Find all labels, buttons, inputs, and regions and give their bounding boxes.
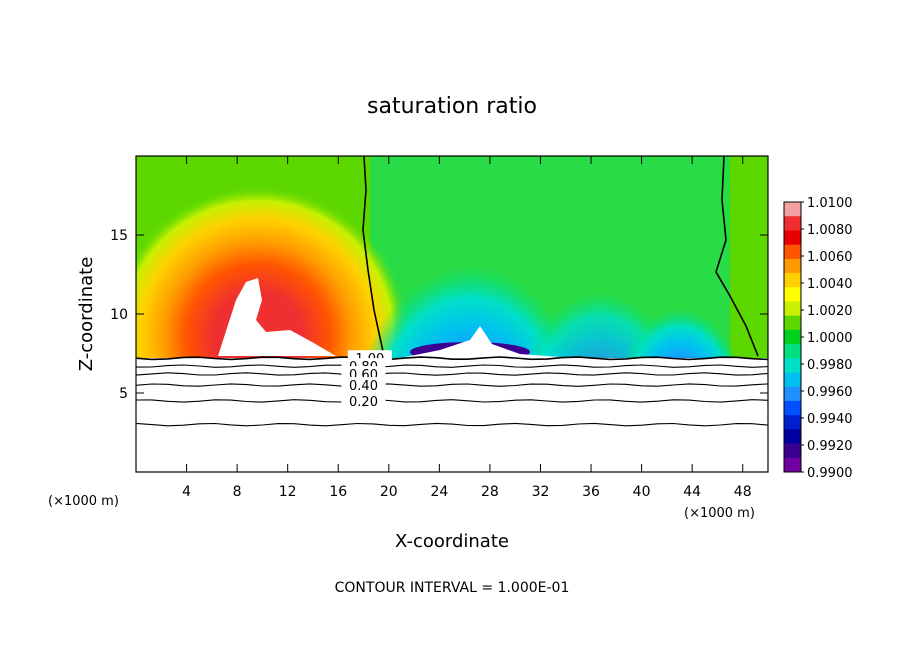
y-tick-label-1: 10 [110, 307, 128, 323]
contour-1-line-right [715, 156, 759, 357]
x-tick-label-10: 44 [683, 484, 701, 500]
contour-line-2 [135, 372, 769, 376]
contour-label-bg-2 [341, 366, 386, 381]
colorbar-label-7: 0.9960 [807, 385, 853, 400]
x-tick-label-9: 40 [633, 484, 651, 500]
masked-region-2 [400, 326, 560, 362]
colorbar-swatch-13 [784, 386, 801, 402]
colorbar-swatch-4 [784, 258, 801, 274]
x-tick-label-8: 36 [582, 484, 600, 500]
x-tick-label-4: 20 [380, 484, 398, 500]
colorbar-swatch-16 [784, 429, 801, 445]
contour-label-bg-3 [341, 377, 386, 392]
contour-label-bg-4 [341, 392, 386, 407]
x-unit-left: (×1000 m) [48, 494, 119, 509]
y-tick-label-0: 5 [119, 386, 128, 402]
y-tick-label-2: 15 [110, 228, 128, 244]
plot-area [136, 156, 768, 472]
contour-1-line-left [362, 156, 385, 357]
colorbar: 1.0100 1.0080 1.0060 1.0040 1.0020 1.0000 0.99… [783, 196, 853, 481]
contour-label-3: 0.40 [349, 379, 378, 394]
colorbar-swatch-1 [784, 216, 801, 231]
y-axis: 5 10 15 [110, 228, 768, 402]
x-tick-label-1: 8 [233, 484, 242, 500]
x-tick-label-3: 16 [329, 484, 347, 500]
colorbar-label-1: 1.0080 [807, 223, 853, 238]
contour-line-4 [135, 399, 769, 403]
colorbar-label-2: 1.0060 [807, 250, 853, 265]
chart-title: saturation ratio [367, 94, 537, 119]
contour-line-5 [135, 422, 769, 427]
contour-label-4: 0.20 [349, 395, 378, 410]
contour-line-0 [135, 356, 769, 361]
colorbar-swatch-0 [784, 202, 801, 217]
colorbar-label-4: 1.0020 [807, 304, 853, 319]
x-tick-label-7: 32 [532, 484, 550, 500]
colorbar-swatch-3 [784, 244, 801, 260]
lower-domain [136, 358, 768, 472]
contour-line-1 [135, 364, 769, 368]
colorbar-label-8: 0.9940 [807, 412, 853, 427]
x-tick-label-0: 4 [182, 484, 191, 500]
colorbar-label-10: 0.9900 [807, 466, 853, 481]
colorbar-swatch-17 [784, 443, 801, 459]
colorbar-swatch-11 [784, 358, 801, 374]
colorbar-label-6: 0.9980 [807, 358, 853, 373]
colorbar-label-9: 0.9920 [807, 439, 853, 454]
x-unit-right: (×1000 m) [684, 506, 755, 521]
colorbar-swatch-10 [784, 344, 801, 359]
colorbar-swatch-7 [784, 301, 801, 317]
contour-lines: 1.000.800.600.400.20 [135, 350, 769, 427]
x-tick-label-11: 48 [734, 484, 752, 500]
y-axis-label: Z-coordinate [76, 257, 97, 372]
contour-interval-note: CONTOUR INTERVAL = 1.000E-01 [335, 580, 570, 596]
x-axis: 4 8 12 16 20 24 28 32 36 40 44 48 [182, 156, 752, 500]
x-tick-label-2: 12 [279, 484, 297, 500]
colorbar-label-0: 1.0100 [807, 196, 853, 211]
colorbar-swatch-6 [784, 287, 801, 302]
colorbar-swatch-8 [784, 315, 801, 331]
colorbar-swatch-18 [784, 457, 801, 473]
colorbar-swatch-5 [784, 273, 801, 288]
colorbar-swatch-2 [784, 230, 801, 246]
colorbar-label-5: 1.0000 [807, 331, 853, 346]
colorbar-swatch-15 [784, 415, 801, 430]
colorbar-swatch-9 [784, 329, 801, 345]
contour-line-3 [135, 383, 769, 387]
x-tick-label-6: 28 [481, 484, 499, 500]
colorbar-label-3: 1.0040 [807, 277, 853, 292]
masked-region-1 [218, 278, 336, 356]
colorbar-swatch-14 [784, 400, 801, 416]
colorbar-swatch-12 [784, 372, 801, 388]
x-tick-label-5: 24 [430, 484, 448, 500]
x-axis-label: X-coordinate [395, 531, 509, 552]
